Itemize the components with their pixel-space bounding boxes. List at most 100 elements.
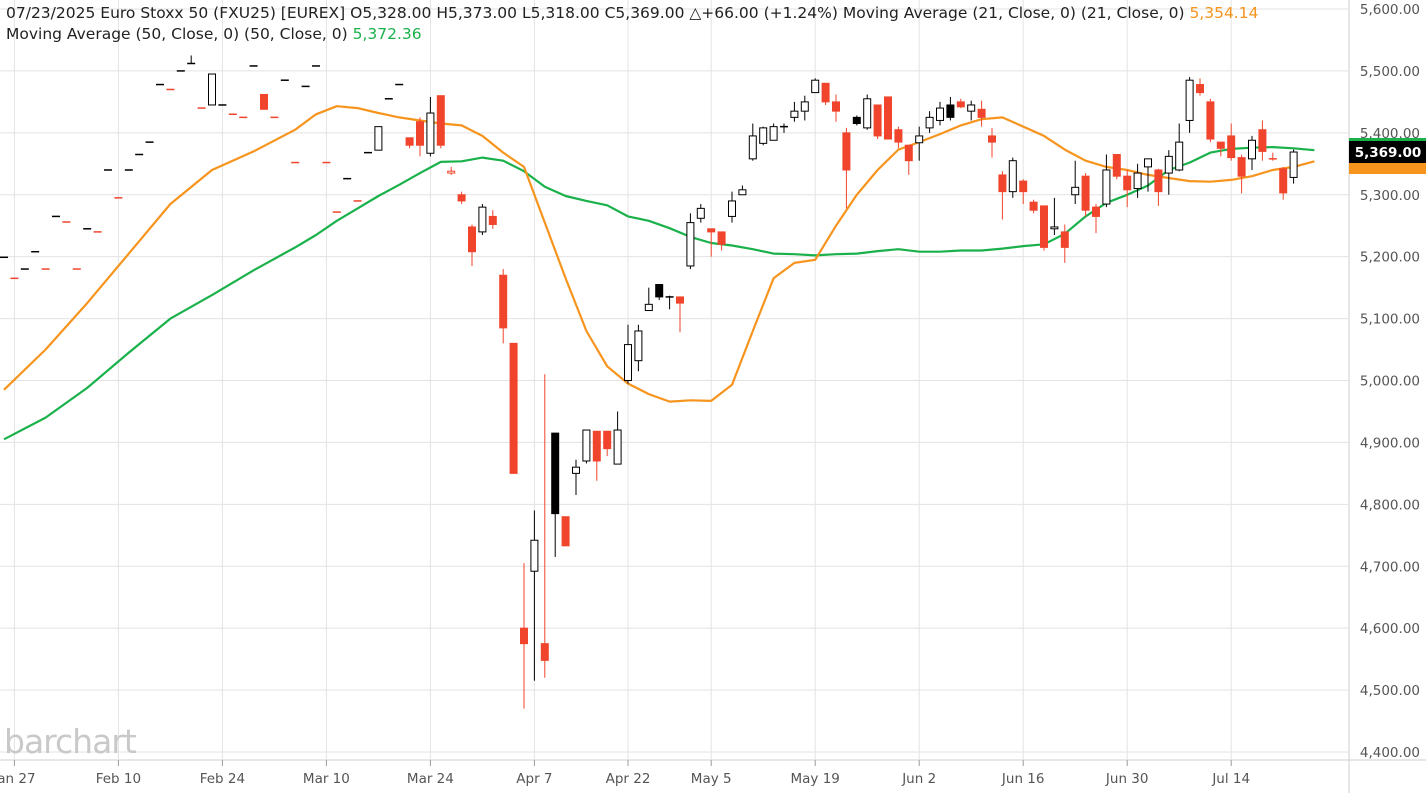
candle-body	[416, 121, 424, 146]
candle	[967, 100, 976, 121]
candle-body	[884, 96, 892, 140]
candle	[665, 295, 674, 310]
candle-body	[447, 170, 456, 174]
candle-body	[582, 429, 591, 462]
candle	[1029, 199, 1038, 214]
candle	[426, 96, 435, 157]
candle	[1040, 205, 1048, 251]
header-date: 07/23/2025	[6, 4, 96, 22]
y-tick-label: 5,500.00	[1360, 64, 1420, 80]
candle	[1164, 150, 1173, 195]
candle-body	[728, 200, 736, 217]
ma50-series	[3, 146, 1315, 441]
candle-body	[1279, 168, 1288, 194]
candle-body	[613, 429, 622, 465]
candle	[478, 204, 487, 235]
candle	[1268, 152, 1277, 161]
candle-body	[1196, 84, 1204, 94]
candle	[780, 123, 788, 133]
y-tick-label: 4,800.00	[1360, 497, 1420, 513]
candle	[582, 429, 591, 464]
candle	[977, 100, 986, 127]
candle-body	[977, 108, 986, 118]
candle	[717, 231, 726, 251]
candle	[884, 96, 892, 140]
header-close-label: C	[604, 4, 616, 22]
y-tick-label: 4,500.00	[1360, 683, 1420, 699]
candle	[863, 94, 872, 130]
candle	[759, 126, 768, 146]
candle-body	[967, 104, 976, 112]
candle-body	[561, 516, 570, 547]
candle	[925, 111, 934, 133]
candle	[1050, 197, 1059, 235]
candle	[1154, 168, 1163, 206]
candle-body	[1008, 160, 1017, 193]
candle-body	[769, 126, 778, 141]
candle	[499, 269, 508, 344]
candle-body	[936, 107, 944, 121]
candle	[1258, 120, 1267, 161]
header-low-label: L	[521, 4, 531, 22]
candle	[457, 191, 466, 205]
x-tick-label: Apr 22	[606, 771, 651, 787]
candle-body	[509, 342, 518, 474]
x-tick-label: Mar 10	[303, 771, 350, 787]
candle-body	[790, 110, 799, 118]
candle	[686, 213, 695, 270]
y-tick-label: 5,000.00	[1360, 374, 1420, 390]
candle-body	[488, 215, 497, 225]
candle-body	[686, 222, 695, 267]
candle	[1216, 141, 1225, 157]
candle-body	[717, 231, 726, 245]
candle-body	[988, 135, 996, 143]
y-tick-label: 5,100.00	[1360, 312, 1420, 328]
candle	[998, 171, 1007, 220]
candle-body	[1258, 129, 1267, 152]
candle	[904, 144, 913, 175]
candle	[1102, 154, 1111, 208]
candle-body	[894, 129, 903, 143]
candle-body	[1248, 139, 1256, 160]
candle	[1185, 77, 1194, 133]
candle-body	[436, 95, 445, 146]
candle	[936, 101, 944, 126]
ma21-legend-label: Moving Average (21, Close, 0) (21, Close…	[842, 4, 1185, 22]
candle	[1289, 149, 1298, 184]
candle-body	[655, 284, 664, 298]
y-tick-label: 4,400.00	[1360, 745, 1420, 761]
header-open: 5,328.00	[362, 4, 432, 22]
candle	[728, 191, 736, 223]
candle-body	[1154, 169, 1163, 193]
candle-body	[499, 274, 508, 329]
candle	[676, 296, 684, 333]
x-tick-label: Jun 2	[901, 771, 936, 787]
candle	[634, 324, 643, 372]
candle	[561, 516, 570, 547]
candle	[624, 324, 632, 384]
x-tick-label: Jun 16	[1001, 771, 1045, 787]
candle	[1071, 160, 1080, 205]
candle-body	[1029, 201, 1038, 211]
candle-body	[1144, 158, 1152, 168]
candle	[832, 94, 840, 122]
barchart-watermark: barchart	[4, 722, 137, 761]
candle	[1279, 166, 1288, 200]
y-tick-label: 5,400.00	[1360, 126, 1420, 142]
y-tick-label: 4,600.00	[1360, 621, 1420, 637]
candle-body	[374, 126, 383, 151]
header-close: 5,369.00	[615, 4, 685, 22]
header-high-label: H	[436, 4, 448, 22]
candle-body	[707, 228, 716, 233]
candle-body	[1092, 206, 1100, 217]
candle-body	[1050, 226, 1059, 230]
candle	[488, 210, 497, 229]
candle	[811, 78, 820, 94]
candle	[436, 95, 445, 149]
candle-body	[426, 112, 435, 154]
candle-body	[624, 344, 632, 382]
header-change: △+66.00 (+1.24%)	[689, 4, 838, 22]
candle	[1019, 179, 1028, 205]
header-line-1: 07/23/2025 Euro Stoxx 50 (FXU25) [EUREX]…	[6, 4, 1258, 22]
